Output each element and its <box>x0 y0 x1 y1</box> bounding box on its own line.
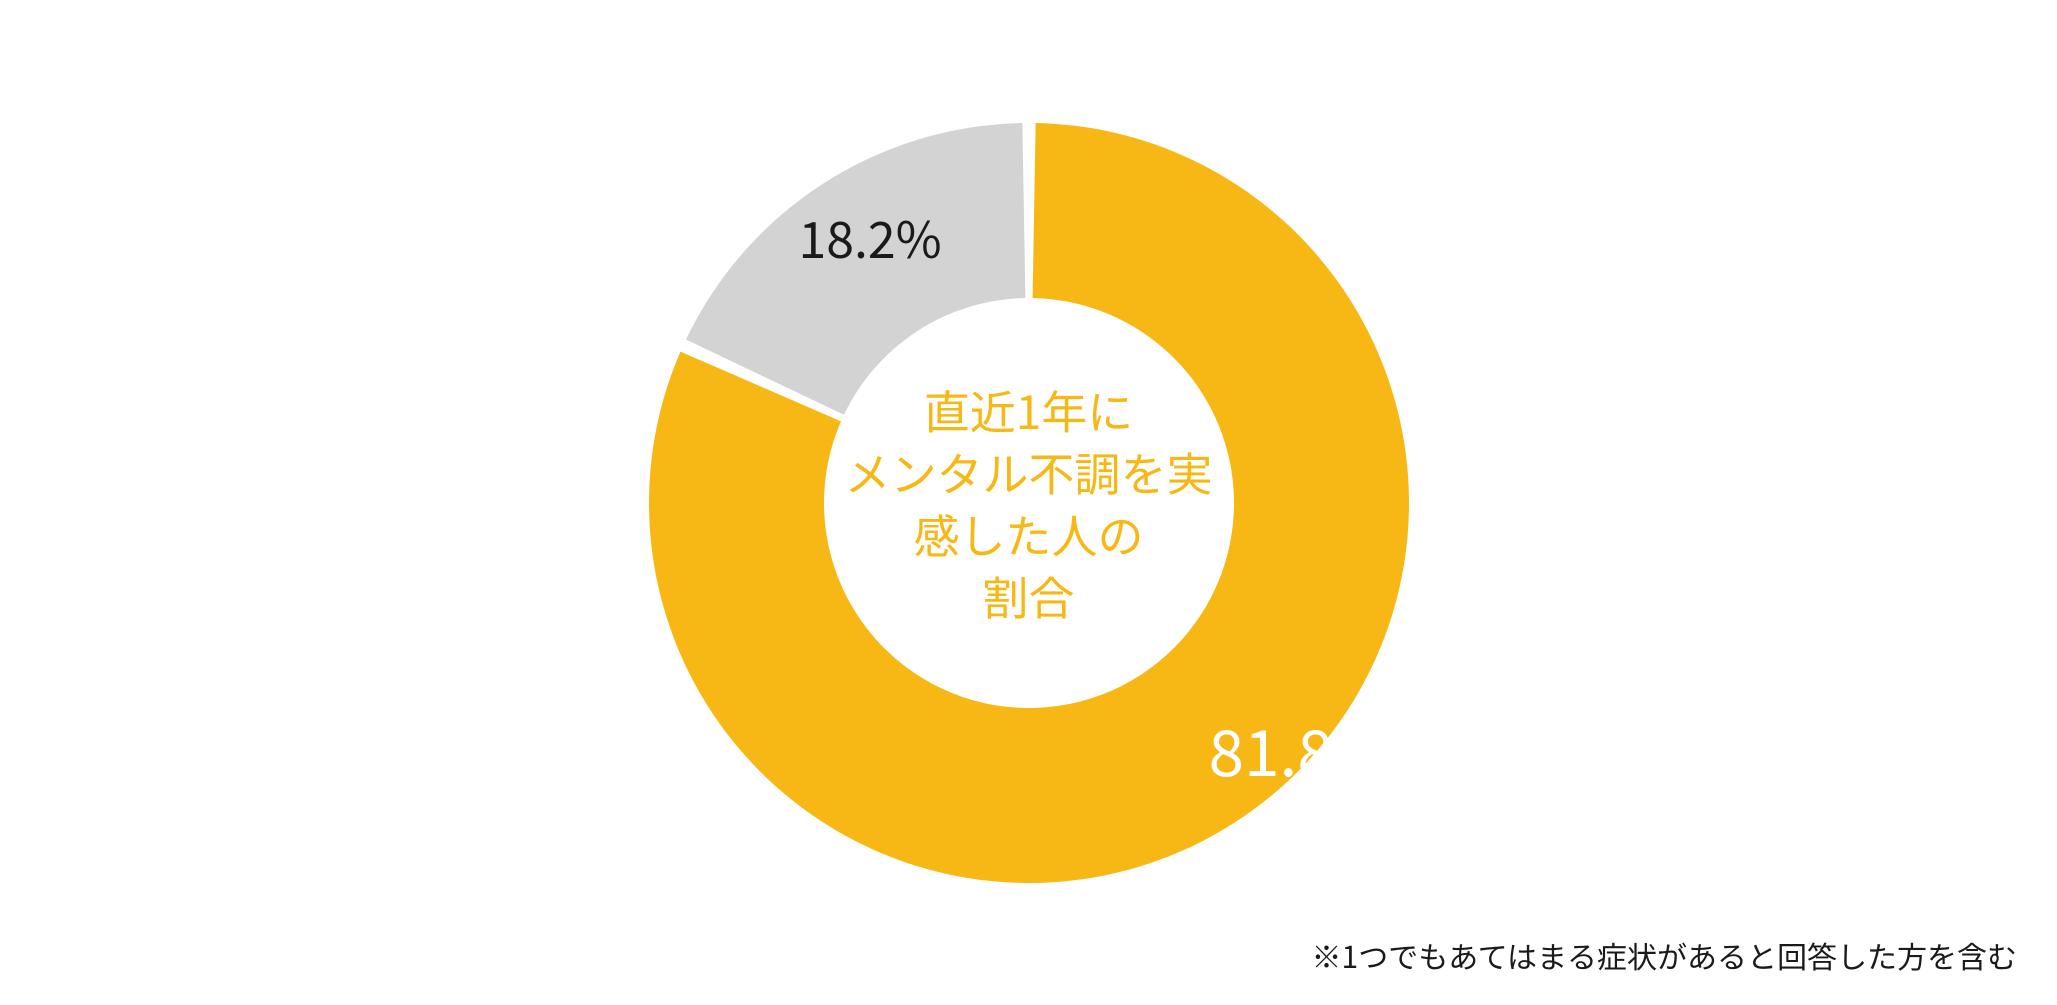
slice-label-secondary: 18.2% <box>799 201 942 273</box>
slice-label-main: 81.8% <box>1209 703 1392 795</box>
donut-chart: 直近1年に メンタル不調を実 感した人の 割合 81.8% 18.2% <box>649 123 1409 883</box>
footnote-text: ※1つでもあてはまる症状があると回答した方を含む <box>1312 933 2017 977</box>
chart-canvas: 直近1年に メンタル不調を実 感した人の 割合 81.8% 18.2% ※1つで… <box>0 0 2057 1005</box>
center-label: 直近1年に メンタル不調を実 感した人の 割合 <box>845 378 1213 626</box>
